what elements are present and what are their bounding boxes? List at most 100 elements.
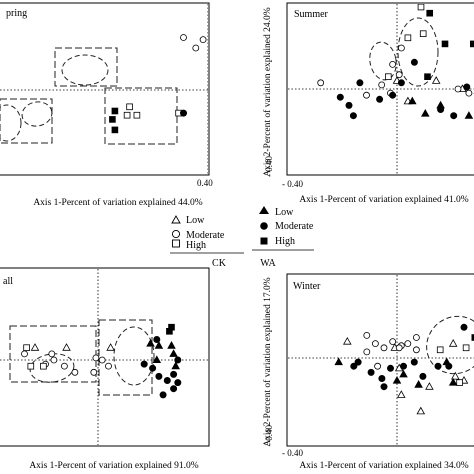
data-point-ck-moderate (212, 28, 218, 34)
data-point-ck-moderate (105, 362, 112, 370)
data-point-ck-moderate (21, 350, 28, 358)
data-point-ck-moderate (247, 89, 253, 95)
panel-spring-x-tick: 0.40 (197, 178, 213, 188)
data-point-ck-moderate (217, 39, 223, 45)
data-point-wa-moderate (434, 362, 442, 370)
group-box (98, 319, 153, 396)
data-point-ck-low (290, 95, 297, 101)
data-point-ck-moderate (98, 356, 106, 364)
data-point-wa-high (111, 107, 119, 115)
data-point-wa-high (168, 323, 175, 331)
legend-ck-low-label: Low (186, 215, 205, 226)
legend-wa-high-marker (260, 237, 268, 245)
data-point-wa-moderate (345, 101, 353, 109)
legend-ck-moderate-marker (171, 229, 181, 239)
panel-fall-x-axis-label: Axis 1-Percent of variation explained 91… (29, 460, 198, 471)
data-point-ck-moderate (363, 91, 370, 99)
data-point-wa-moderate (140, 360, 148, 368)
data-point-wa-low (152, 355, 162, 364)
data-point-wa-high (471, 334, 474, 341)
data-point-wa-low (146, 338, 155, 347)
data-point-ck-moderate (389, 338, 397, 346)
data-point-ck-moderate (363, 348, 371, 356)
data-point-wa-low (256, 95, 263, 101)
data-point-wa-moderate (179, 109, 187, 117)
data-point-ck-moderate (374, 362, 382, 370)
data-point-wa-moderate (212, 24, 218, 30)
data-point-wa-high (441, 40, 449, 48)
data-point-ck-moderate (397, 44, 405, 52)
data-point-wa-low (154, 340, 164, 349)
data-point-wa-low (246, 86, 253, 92)
panel-fall-title: all (3, 276, 13, 287)
data-point-wa-moderate (174, 379, 182, 387)
data-point-wa-moderate (410, 58, 418, 66)
data-point-ck-low (275, 90, 282, 96)
data-point-wa-moderate (217, 32, 223, 38)
panel-winter-y-tick: - 0.40 (264, 425, 274, 446)
data-point-wa-low (171, 361, 180, 370)
data-point-ck-high (417, 4, 425, 11)
data-point-wa-moderate (163, 376, 171, 384)
panel-summer-x-axis-label: Axis 1-Percent of variation explained 41… (299, 194, 468, 205)
legend-ck-high-marker (172, 239, 180, 248)
data-point-wa-moderate (350, 362, 358, 370)
legend-group-wa: WA (260, 258, 276, 269)
data-point-wa-low (167, 340, 176, 349)
data-point-wa-moderate (159, 391, 167, 399)
group-ellipse (369, 41, 397, 81)
data-point-ck-high (27, 362, 35, 370)
panel-winter-points (288, 275, 474, 445)
data-point-ck-moderate (454, 85, 462, 93)
data-point-wa-high (109, 116, 116, 123)
legend-ck-high: High (172, 239, 206, 251)
panel-winter-y-axis-label: Axis 2-Percent of variation explained 17… (262, 277, 273, 446)
data-point-ck-moderate (192, 44, 200, 52)
data-point-wa-moderate (437, 106, 445, 114)
data-point-ck-moderate (317, 79, 325, 87)
data-point-ck-moderate (371, 340, 379, 348)
data-point-ck-high (436, 346, 444, 354)
group-ellipse (0, 104, 22, 142)
data-point-wa-moderate (367, 368, 375, 376)
data-point-wa-low (241, 84, 248, 90)
data-point-wa-high (469, 40, 474, 48)
data-point-ck-low (451, 371, 460, 380)
legend-ck-low-marker (171, 215, 181, 224)
data-point-wa-low (464, 111, 474, 119)
panel-summer: Summer - 0.40 - 0.40 Axis 1-Percent of v… (262, 2, 474, 205)
data-point-wa-moderate (303, 133, 309, 139)
data-point-ck-low (106, 343, 115, 351)
data-point-wa-moderate (450, 112, 458, 120)
panel-spring-title: pring (6, 8, 27, 19)
legend-ck-moderate: Moderate (171, 229, 225, 241)
data-point-ck-moderate (378, 81, 386, 89)
data-point-ck-moderate (412, 346, 420, 354)
data-point-wa-low (448, 377, 458, 386)
legend-group-ck: CK (212, 258, 227, 269)
data-point-wa-high (424, 73, 431, 81)
data-point-ck-high (384, 73, 392, 81)
data-point-ck-moderate (92, 354, 100, 362)
data-point-wa-moderate (386, 364, 394, 372)
data-point-ck-moderate (412, 334, 420, 341)
legend-wa-low-label: Low (275, 207, 294, 218)
group-ellipse (426, 315, 474, 375)
data-point-wa-moderate (229, 39, 235, 45)
data-point-ck-moderate (71, 368, 79, 376)
data-point-ck-high (40, 362, 47, 370)
data-point-ck-low (62, 343, 71, 351)
panel-summer-y-tick: - 0.40 (264, 156, 274, 177)
data-point-ck-moderate (404, 340, 412, 348)
panel-winter-x-axis-label: Axis 1-Percent of variation explained 34… (299, 460, 468, 471)
group-ellipse (113, 326, 155, 386)
panel-winter-x-tick: - 0.40 (282, 448, 303, 458)
panel-summer-title: Summer (294, 9, 329, 20)
data-point-ck-moderate (90, 368, 98, 376)
data-point-ck-low (416, 406, 426, 415)
data-point-wa-moderate (234, 45, 240, 51)
data-point-ck-high (404, 34, 412, 42)
data-point-wa-moderate (380, 383, 388, 391)
legend-wa-high-label: High (275, 236, 295, 247)
data-point-wa-moderate (376, 95, 384, 103)
